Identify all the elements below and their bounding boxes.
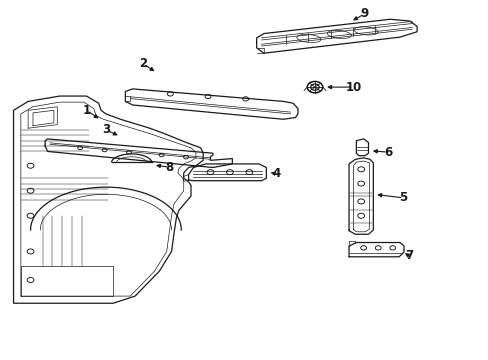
Text: 10: 10 (345, 81, 361, 94)
Text: 4: 4 (271, 167, 280, 180)
Text: 2: 2 (139, 57, 147, 71)
Text: 3: 3 (102, 123, 110, 136)
Text: 6: 6 (383, 146, 391, 159)
Text: 9: 9 (360, 8, 368, 21)
Text: 5: 5 (399, 192, 407, 204)
Text: 8: 8 (165, 161, 173, 174)
Text: 1: 1 (82, 104, 90, 117)
Text: 7: 7 (404, 249, 412, 262)
